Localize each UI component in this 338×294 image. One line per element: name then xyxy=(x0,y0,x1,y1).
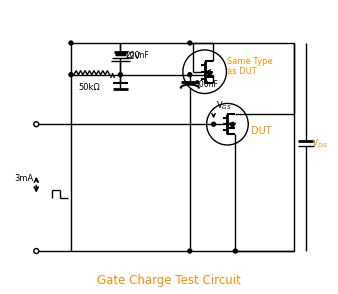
Text: V$_{GS}$: V$_{GS}$ xyxy=(216,100,232,112)
Text: 3mA: 3mA xyxy=(14,174,33,183)
Circle shape xyxy=(212,122,216,126)
Text: V$_{DS}$: V$_{DS}$ xyxy=(311,138,328,150)
Text: 300nF: 300nF xyxy=(195,80,219,89)
Text: 12V: 12V xyxy=(124,52,141,61)
Circle shape xyxy=(188,73,192,77)
Circle shape xyxy=(119,73,122,77)
Circle shape xyxy=(69,41,73,45)
Text: 200nF: 200nF xyxy=(125,51,149,60)
Circle shape xyxy=(34,248,39,253)
Circle shape xyxy=(188,41,192,45)
Circle shape xyxy=(188,249,192,253)
Text: DUT: DUT xyxy=(251,126,272,136)
Circle shape xyxy=(233,249,237,253)
Text: Gate Charge Test Circuit: Gate Charge Test Circuit xyxy=(97,274,241,287)
Circle shape xyxy=(34,122,39,127)
Text: Same Type
as DUT: Same Type as DUT xyxy=(227,57,273,76)
Polygon shape xyxy=(207,72,213,77)
Circle shape xyxy=(69,73,73,77)
Text: 50kΩ: 50kΩ xyxy=(79,83,101,92)
Polygon shape xyxy=(230,123,235,128)
